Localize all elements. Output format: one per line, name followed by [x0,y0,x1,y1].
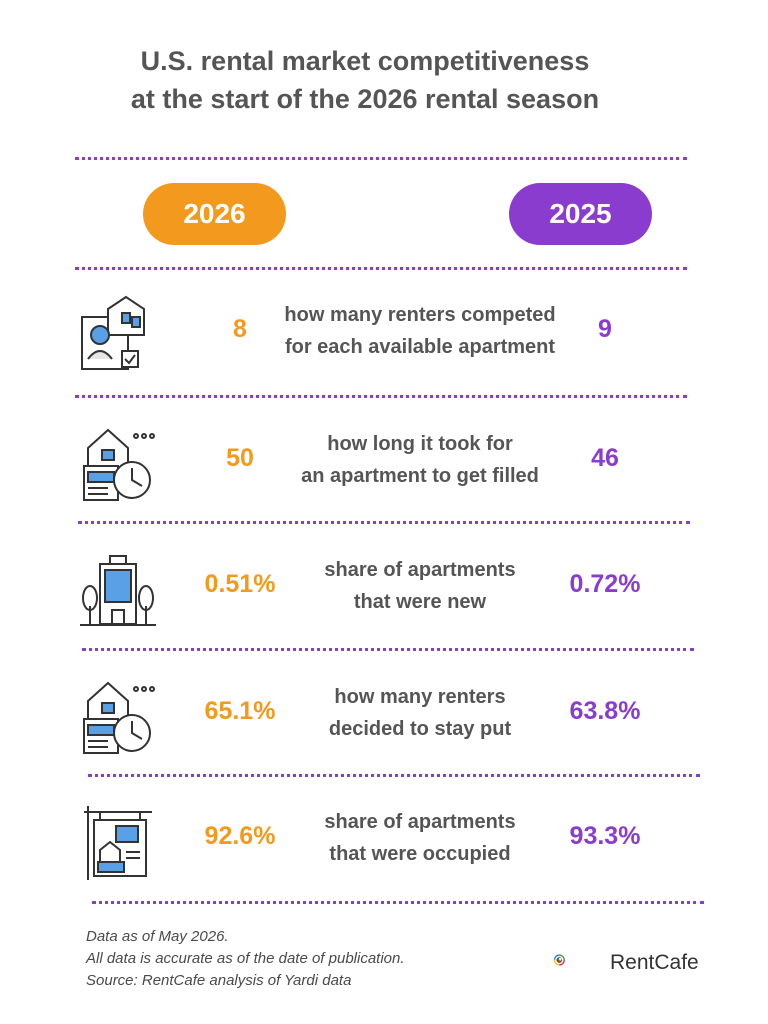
desc-line-1: how long it took for [327,433,513,455]
title-line-2: at the start of the 2026 rental season [130,84,600,114]
stat-description: how many renters competed for each avail… [255,299,585,363]
stat-description: how many renters decided to stay put [255,681,585,745]
stat-description: how long it took for an apartment to get… [255,428,585,492]
year-2026-badge: 2026 [143,183,286,245]
page-title: U.S. rental market competitiveness at th… [0,42,730,118]
value-2026: 0.51% [204,570,276,598]
value-2025: 0.72% [569,570,641,598]
value-2025: 46 [591,444,619,472]
stat-row-renters-stayed: 65.1% how many renters decided to stay p… [0,665,768,765]
value-2025: 63.8% [569,697,641,725]
house-clock-icon [83,681,155,754]
rentcafe-logo-icon [553,954,565,966]
apartment-building-icon [80,555,156,626]
desc-line-2: that were new [353,591,487,613]
desc-line-1: share of apartments [324,559,516,581]
divider [88,774,700,777]
value-2026: 8 [233,315,247,343]
footnote-source: Source: RentCafe analysis of Yardi data [86,972,352,989]
desc-line-2: that were occupied [329,843,511,865]
stat-row-renters-competed: 8 how many renters competed for each ava… [0,283,768,383]
desc-line-2: for each available apartment [284,336,556,358]
footnote-date: Data as of May 2026. [86,928,229,945]
divider [78,521,690,524]
value-2026: 92.6% [204,822,276,850]
stat-row-new-apartments: 0.51% share of apartments that were new … [0,538,768,638]
value-2025: 93.3% [569,822,641,850]
desc-line-2: an apartment to get filled [301,465,539,487]
divider [75,267,687,270]
desc-line-2: decided to stay put [328,718,512,740]
desc-line-1: how many renters competed [284,304,556,326]
desc-line-1: share of apartments [324,811,516,833]
stat-description: share of apartments that were new [255,554,585,618]
value-2026: 50 [226,444,254,472]
year-2025-badge: 2025 [509,183,652,245]
value-2026: 65.1% [204,697,276,725]
divider [82,648,694,651]
value-2025: 9 [598,315,612,343]
divider [75,395,687,398]
title-line-1: U.S. rental market competitiveness [140,46,590,76]
stat-row-occupied: 92.6% share of apartments that were occu… [0,790,768,890]
divider [92,901,704,904]
desc-line-1: how many renters [334,686,506,708]
footnote-accuracy: All data is accurate as of the date of p… [86,950,405,967]
house-clock-icon [83,428,155,501]
divider [75,157,687,160]
footnote: Data as of May 2026. All data is accurat… [86,926,405,992]
brand-name: RentCafe [610,951,699,974]
renter-profile-house-icon [81,295,145,370]
rental-sign-icon [84,806,152,880]
stat-description: share of apartments that were occupied [255,806,585,870]
stat-row-days-to-fill: 50 how long it took for an apartment to … [0,412,768,512]
